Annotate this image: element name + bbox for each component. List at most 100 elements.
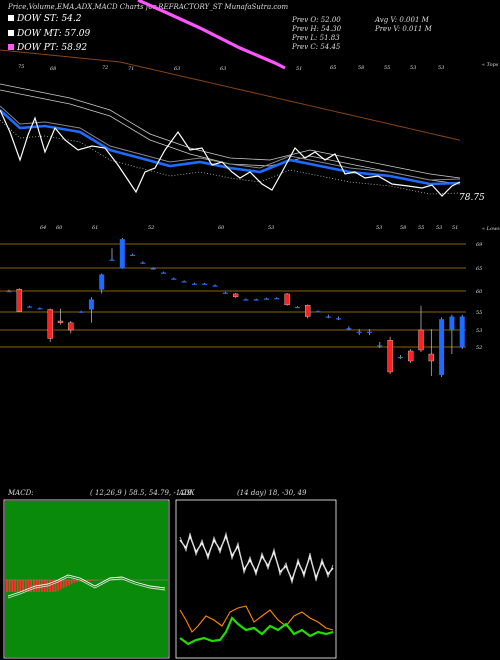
macd-hist-bar (11, 580, 14, 592)
macd-line (7, 574, 166, 597)
macd-hist-bar (30, 580, 33, 592)
candle-body (418, 329, 424, 351)
candle-body (6, 291, 12, 293)
candle-body (47, 309, 53, 339)
candle-body (109, 259, 115, 261)
top-number: 53 (410, 65, 416, 71)
macd-hist-bar (43, 580, 46, 592)
stat-prev-vol: Prev V: 0.011 M (375, 25, 432, 33)
stat-prev-high: Prev H: 54.30 (292, 25, 342, 33)
macd-hist-bar (27, 580, 30, 592)
candle-body (161, 272, 166, 274)
macd-hist-bar (19, 580, 22, 592)
last-value-label: 78.75 (459, 193, 485, 203)
candle-body (68, 322, 74, 331)
candle-body (191, 283, 197, 285)
price-level-label: 69 (476, 242, 483, 248)
macd-hist-bar (78, 580, 81, 582)
top-number: 55 (384, 65, 390, 71)
low-number: 53 (436, 225, 442, 230)
candle-body (171, 278, 177, 280)
minus-di-line (179, 605, 334, 633)
plus-di-line (179, 616, 334, 646)
macd-hist-bar (6, 580, 8, 592)
candle-body (377, 345, 383, 347)
price-level-label: 65 (476, 266, 482, 272)
candle-body (130, 254, 136, 256)
macd-hist-bar (68, 580, 70, 586)
candle-body (119, 239, 125, 269)
low-number: 60 (56, 225, 63, 230)
macd-hist-bar (76, 580, 78, 582)
lows-label: « Lows (482, 226, 500, 232)
top-number: 58 (358, 65, 364, 71)
top-number: 65 (330, 65, 336, 71)
candle-body (202, 283, 208, 285)
macd-hist-bar (22, 580, 24, 592)
ema-dotted-line (0, 119, 461, 195)
candle-body (387, 340, 393, 373)
candle-body (150, 268, 156, 270)
ema-long-line (0, 49, 461, 141)
candle-body (232, 293, 239, 298)
stat-prev-close: Prev C: 54.45 (292, 43, 341, 51)
macd-hist-bar (24, 580, 27, 592)
macd-hist-bar (41, 580, 43, 592)
adx-panel-frame (175, 499, 337, 659)
legend-dow-pt-label: DOW PT: 58.92 (17, 43, 88, 53)
candle-body (428, 353, 434, 362)
top-number: 75 (18, 64, 24, 70)
candle-body (315, 311, 321, 313)
adx-title: ADX (179, 489, 195, 497)
candle-body (294, 306, 300, 309)
ema-blue-line (0, 109, 461, 186)
macd-hist-bar (65, 580, 68, 587)
price-level-label: 60 (476, 289, 483, 295)
candle-body (212, 285, 218, 287)
candle-chart: 69 65 60 55 53 52 (0, 238, 483, 377)
top-number: 63 (220, 66, 226, 72)
candle-body (222, 292, 228, 294)
low-number: 53 (268, 225, 274, 230)
legend-dow-st: DOW ST: 54.2 (8, 14, 82, 24)
macd-hist-bar (89, 580, 92, 581)
price-line (0, 109, 461, 197)
macd-hist-bar (62, 580, 65, 589)
price-level-label: 52 (476, 345, 482, 351)
candle-body (346, 328, 352, 330)
legend-dow-mt: DOW MT: 57.09 (8, 29, 90, 39)
candle-body (439, 319, 445, 375)
macd-hist-bar (8, 580, 11, 592)
candle-body (78, 311, 84, 313)
chart-header-title: Price,Volume,EMA,ADX,MACD Charts for REF… (8, 3, 289, 11)
macd-hist-bar (73, 580, 76, 583)
macd-hist-bar (51, 580, 54, 592)
macd-title: MACD: (8, 489, 34, 497)
ema-band-upper (0, 83, 461, 179)
top-number: 72 (102, 65, 108, 71)
macd-hist-bar (14, 580, 16, 592)
candle-body (140, 262, 146, 264)
low-number: 55 (418, 225, 424, 230)
macd-hist-bar (16, 580, 19, 592)
stat-prev-low: Prev L: 51.83 (292, 34, 340, 42)
candle-body (88, 299, 94, 310)
macd-hist-bar (81, 580, 84, 582)
macd-hist-bar (92, 580, 95, 581)
macd-background (5, 501, 168, 657)
candle-body (264, 298, 269, 300)
legend-swatch-mt (8, 30, 14, 36)
candle-body (181, 281, 187, 283)
top-number: 68 (50, 66, 56, 72)
legend-dow-pt: DOW PT: 58.92 (8, 43, 87, 53)
candle-body (408, 350, 414, 362)
price-level-label: 53 (476, 328, 482, 334)
candle-body (284, 293, 290, 306)
macd-hist-bar (87, 580, 89, 582)
macd-hist-bar (57, 580, 60, 591)
top-number: 53 (438, 65, 444, 71)
candle-body (336, 318, 342, 320)
low-number: 58 (400, 225, 406, 230)
low-number: 52 (148, 225, 154, 230)
